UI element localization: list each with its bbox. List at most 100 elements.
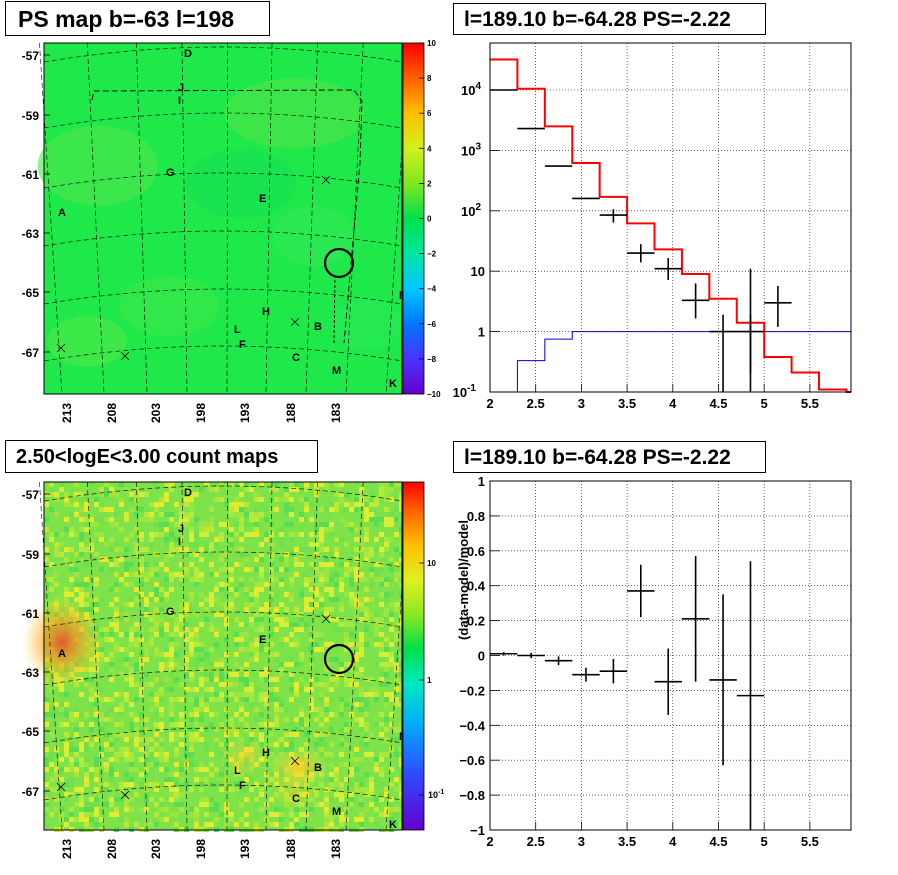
count-pixel — [324, 667, 329, 672]
count-pixel — [59, 592, 64, 597]
source-label-B: B — [314, 762, 322, 774]
count-pixel — [379, 632, 384, 637]
count-pixel — [124, 687, 129, 692]
count-pixel — [49, 537, 54, 542]
count-pixel — [254, 492, 259, 497]
count-pixel — [339, 812, 344, 817]
count-pixel — [54, 762, 59, 767]
count-pixel — [189, 707, 194, 712]
count-pixel — [184, 762, 189, 767]
source-label-B: B — [314, 321, 322, 333]
count-pixel — [164, 482, 169, 487]
count-pixel — [179, 777, 184, 782]
count-pixel — [244, 647, 249, 652]
count-pixel — [44, 707, 49, 712]
count-pixel — [324, 787, 329, 792]
x-tick-label: 183 — [329, 403, 343, 423]
count-pixel — [279, 557, 284, 562]
count-pixel — [74, 772, 79, 777]
count-pixel — [264, 572, 269, 577]
count-pixel — [74, 712, 79, 717]
count-pixel — [164, 677, 169, 682]
count-pixel — [69, 742, 74, 747]
count-pixel — [244, 512, 249, 517]
count-pixel — [194, 822, 199, 827]
count-pixel — [74, 817, 79, 822]
count-pixel — [99, 632, 104, 637]
count-pixel — [94, 772, 99, 777]
count-pixel — [304, 657, 309, 662]
count-pixel — [99, 697, 104, 702]
count-pixel — [89, 547, 94, 552]
count-pixel — [179, 512, 184, 517]
count-pixel — [114, 562, 119, 567]
count-pixel — [379, 492, 384, 497]
count-pixel — [379, 592, 384, 597]
count-pixel — [274, 707, 279, 712]
count-pixel — [219, 497, 224, 502]
count-pixel — [254, 532, 259, 537]
y-tick-label: 0.6 — [467, 544, 485, 559]
count-pixel — [219, 582, 224, 587]
count-pixel — [149, 572, 154, 577]
count-pixel — [69, 527, 74, 532]
count-pixel — [229, 542, 234, 547]
count-pixel — [169, 512, 174, 517]
count-pixel — [129, 557, 134, 562]
count-pixel — [384, 762, 389, 767]
count-pixel — [334, 617, 339, 622]
count-pixel — [384, 582, 389, 587]
count-pixel — [174, 747, 179, 752]
count-pixel — [349, 632, 354, 637]
count-pixel — [64, 797, 69, 802]
count-pixel — [204, 747, 209, 752]
count-pixel — [269, 632, 274, 637]
count-pixel — [209, 562, 214, 567]
count-pixel — [254, 732, 259, 737]
count-pixel — [109, 567, 114, 572]
count-pixel — [364, 702, 369, 707]
count-pixel — [64, 817, 69, 822]
count-pixel — [99, 647, 104, 652]
count-pixel — [59, 692, 64, 697]
count-pixel — [269, 677, 274, 682]
count-pixel — [389, 767, 394, 772]
count-pixel — [159, 532, 164, 537]
count-pixel — [254, 802, 259, 807]
count-pixel — [389, 627, 394, 632]
count-pixel — [284, 487, 289, 492]
count-pixel — [339, 707, 344, 712]
count-pixel — [174, 792, 179, 797]
count-pixel — [324, 642, 329, 647]
count-pixel — [109, 697, 114, 702]
count-pixel — [309, 642, 314, 647]
count-pixel — [99, 717, 104, 722]
count-pixel — [124, 552, 129, 557]
count-pixel — [179, 632, 184, 637]
count-pixel — [129, 762, 134, 767]
count-pixel — [134, 632, 139, 637]
count-pixel — [389, 512, 394, 517]
count-pixel — [194, 687, 199, 692]
count-pixel — [69, 767, 74, 772]
count-pixel — [149, 617, 154, 622]
count-pixel — [359, 687, 364, 692]
count-pixel — [389, 802, 394, 807]
count-pixel — [309, 542, 314, 547]
count-pixel — [329, 592, 334, 597]
count-pixel — [249, 657, 254, 662]
count-pixel — [139, 557, 144, 562]
count-pixel — [169, 642, 174, 647]
count-pixel — [204, 657, 209, 662]
count-pixel — [389, 717, 394, 722]
count-pixel — [239, 482, 244, 487]
count-pixel — [259, 572, 264, 577]
count-pixel — [179, 767, 184, 772]
count-pixel — [44, 782, 49, 787]
count-pixel — [119, 557, 124, 562]
count-pixel — [379, 487, 384, 492]
count-pixel — [269, 562, 274, 567]
residual-panel: 2 2.5 3 3.5 4 4.5 5 5.510.80.60.40.20−0.2−0.4−0… — [456, 474, 852, 849]
count-pixel — [244, 797, 249, 802]
count-pixel — [329, 687, 334, 692]
